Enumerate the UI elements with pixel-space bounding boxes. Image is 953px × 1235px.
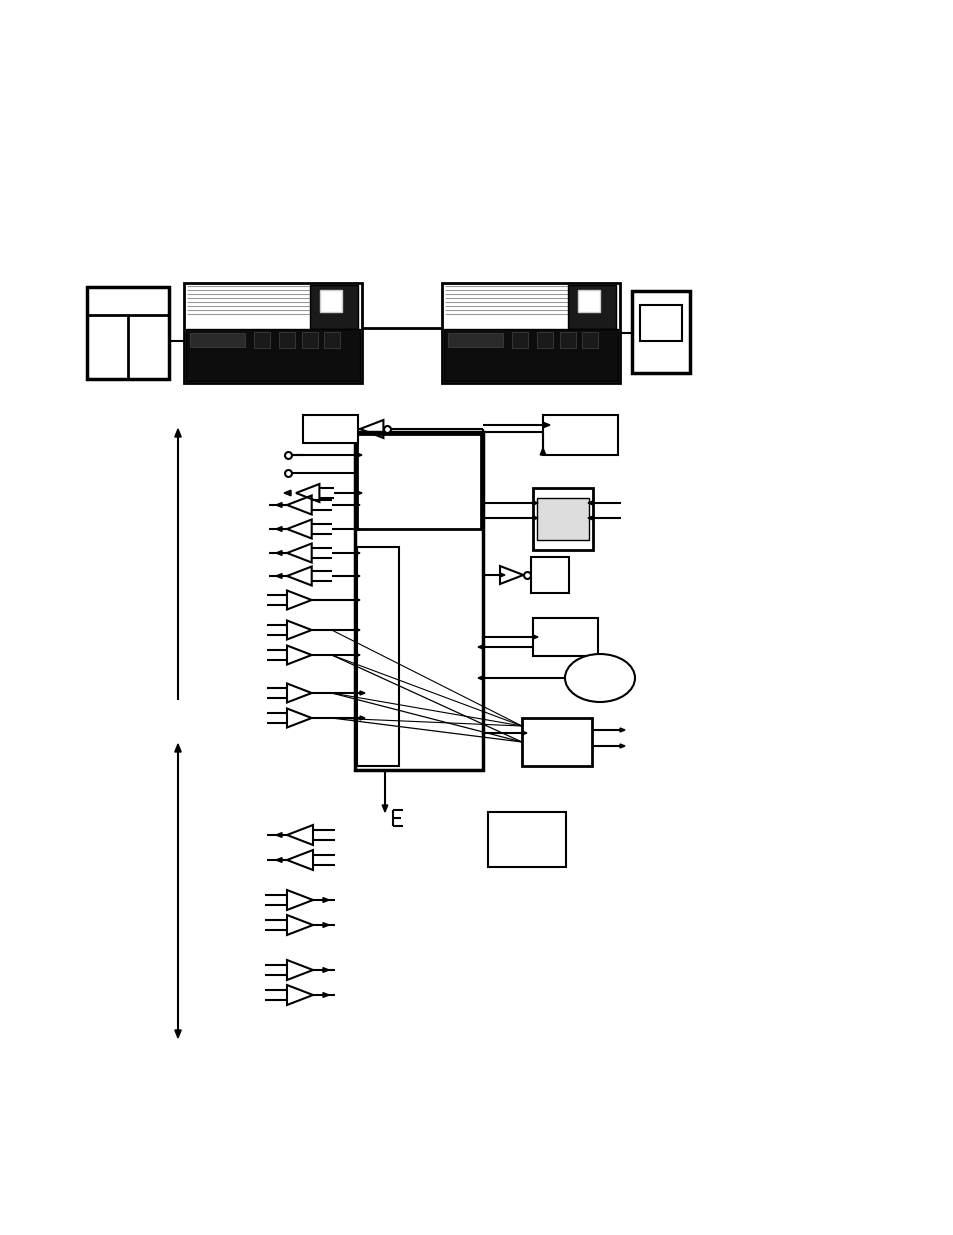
- Polygon shape: [533, 516, 537, 520]
- Polygon shape: [533, 501, 537, 505]
- Ellipse shape: [564, 655, 635, 701]
- Bar: [631, 291, 689, 373]
- Bar: [542, 415, 618, 454]
- Bar: [533, 488, 593, 550]
- Bar: [186, 329, 359, 382]
- Polygon shape: [275, 526, 282, 531]
- Bar: [578, 290, 599, 312]
- Bar: [302, 332, 317, 348]
- Polygon shape: [174, 1030, 181, 1037]
- Polygon shape: [499, 573, 504, 577]
- Bar: [443, 329, 618, 382]
- Bar: [184, 283, 361, 383]
- Polygon shape: [382, 805, 387, 811]
- Polygon shape: [355, 574, 359, 578]
- Bar: [537, 332, 553, 348]
- Bar: [448, 333, 502, 347]
- Polygon shape: [323, 923, 329, 927]
- Polygon shape: [355, 527, 359, 531]
- Polygon shape: [355, 490, 361, 495]
- Polygon shape: [521, 731, 526, 735]
- Bar: [310, 285, 357, 329]
- Bar: [533, 618, 598, 656]
- Bar: [488, 811, 565, 867]
- Bar: [537, 498, 588, 540]
- Polygon shape: [533, 635, 537, 638]
- Bar: [521, 718, 592, 766]
- Bar: [87, 287, 169, 379]
- Polygon shape: [284, 490, 291, 495]
- Polygon shape: [542, 422, 550, 427]
- Polygon shape: [275, 503, 282, 508]
- Polygon shape: [355, 452, 361, 458]
- Bar: [190, 333, 245, 347]
- Polygon shape: [174, 429, 181, 437]
- Polygon shape: [539, 448, 545, 454]
- Polygon shape: [275, 551, 282, 556]
- Bar: [441, 283, 619, 383]
- Polygon shape: [275, 573, 282, 578]
- Polygon shape: [587, 516, 593, 520]
- Bar: [581, 332, 598, 348]
- Bar: [512, 332, 527, 348]
- Bar: [639, 305, 681, 341]
- Polygon shape: [587, 501, 593, 505]
- Polygon shape: [619, 743, 624, 748]
- Bar: [531, 557, 569, 593]
- Polygon shape: [355, 551, 359, 555]
- Polygon shape: [359, 692, 365, 695]
- Polygon shape: [174, 743, 181, 752]
- Polygon shape: [275, 832, 282, 837]
- Polygon shape: [355, 653, 359, 657]
- Polygon shape: [275, 857, 282, 862]
- Bar: [303, 415, 357, 443]
- Bar: [253, 332, 270, 348]
- Polygon shape: [477, 645, 482, 650]
- Bar: [278, 332, 294, 348]
- Bar: [324, 332, 339, 348]
- Polygon shape: [355, 503, 359, 508]
- Polygon shape: [477, 676, 482, 680]
- Polygon shape: [355, 598, 359, 601]
- Bar: [559, 332, 576, 348]
- Polygon shape: [323, 967, 329, 972]
- Bar: [355, 432, 482, 769]
- Polygon shape: [355, 629, 359, 632]
- Bar: [356, 433, 480, 529]
- Bar: [319, 290, 341, 312]
- Bar: [567, 285, 616, 329]
- Polygon shape: [619, 727, 624, 732]
- Bar: [356, 547, 398, 766]
- Polygon shape: [323, 898, 329, 903]
- Polygon shape: [359, 716, 365, 720]
- Polygon shape: [323, 993, 329, 998]
